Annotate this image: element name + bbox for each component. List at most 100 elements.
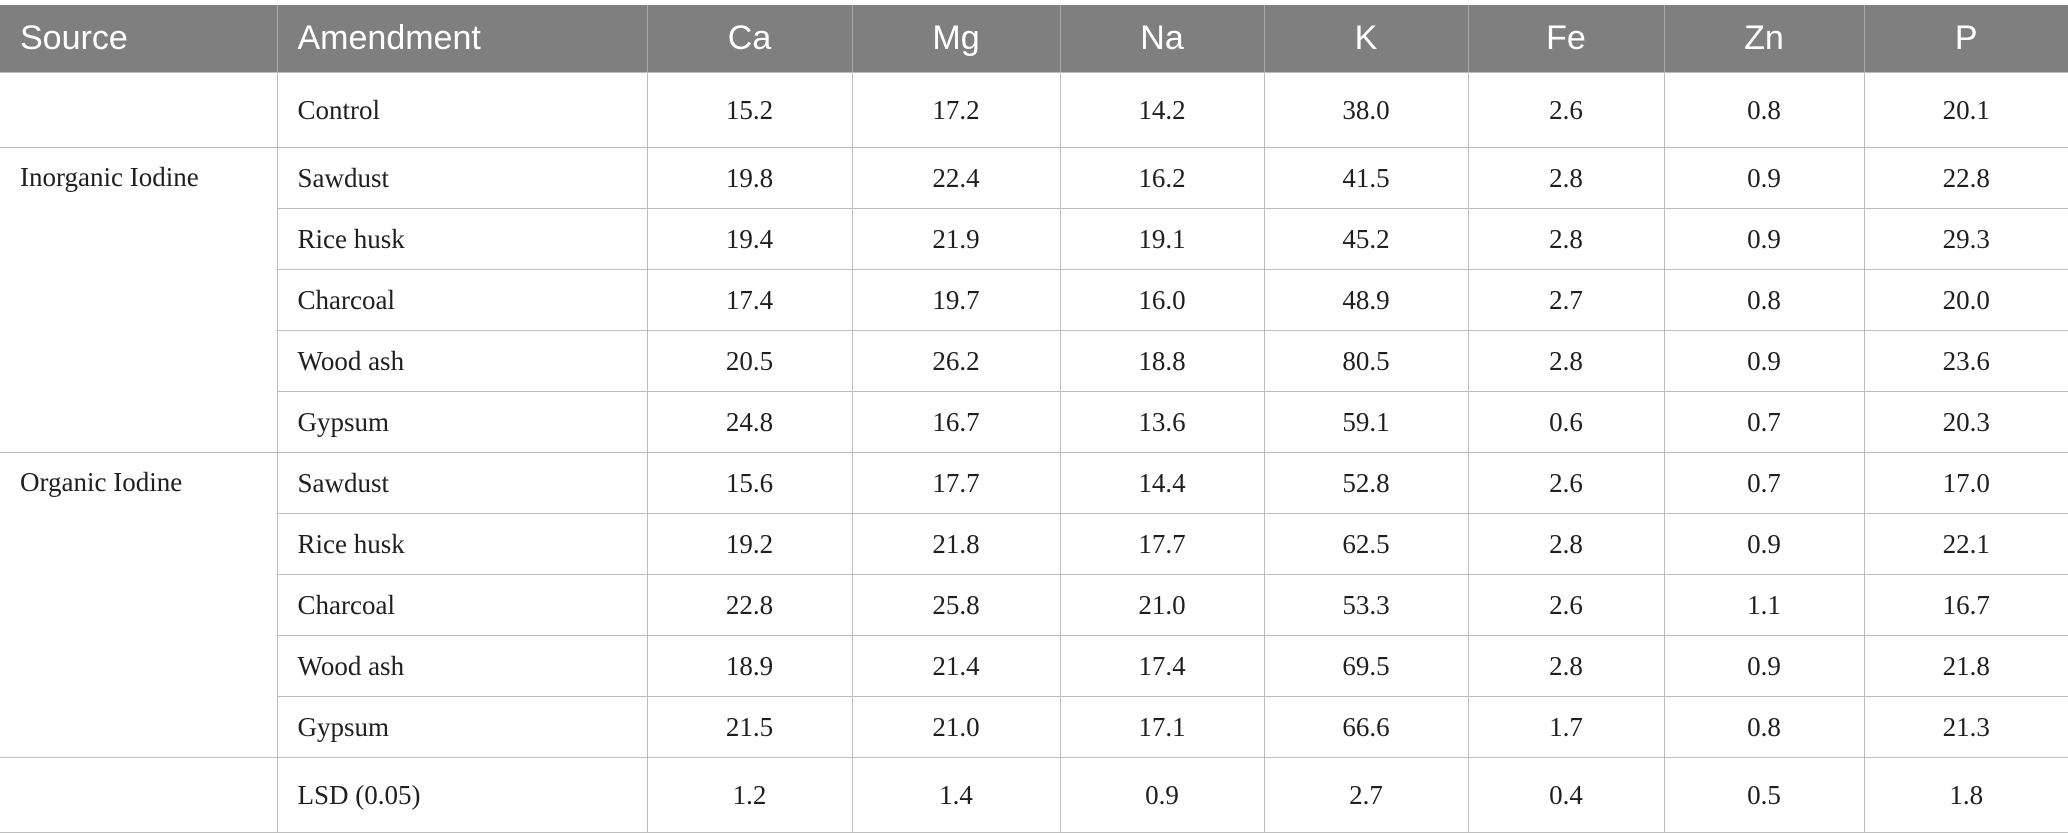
source-cell [0,757,278,833]
table-row: Organic Iodine Sawdust 15.6 17.7 14.4 52.8 2.6… [0,452,2068,758]
value-cell: 22.8 [1864,147,2068,209]
value-cell: 20.0 [1864,269,2068,331]
value-cell: 2.8 [1468,147,1665,209]
value-cell: 2.7 [1264,757,1469,833]
value-cell: 21.0 [1060,574,1265,636]
value-cell: 0.4 [1468,757,1665,833]
value-cell: 20.3 [1864,391,2068,453]
header-p: P [1864,5,2068,73]
table-row: Gypsum 24.8 16.7 13.6 59.1 0.6 0.7 20.3 [0,391,2068,453]
value-cell: 21.8 [852,513,1061,575]
value-cell: 18.8 [1060,330,1265,392]
amendment-cell: Wood ash [277,330,648,392]
amendment-cell: Rice husk [277,513,648,575]
value-cell: 1.7 [1468,696,1665,758]
value-cell: 1.8 [1864,757,2068,833]
table-row: Rice husk 19.2 21.8 17.7 62.5 2.8 0.9 22.1 [0,513,2068,575]
header-source: Source [0,5,278,73]
value-cell: 19.1 [1060,208,1265,270]
value-cell: 2.6 [1468,72,1665,148]
table-row: LSD (0.05) 1.2 1.4 0.9 2.7 0.4 0.5 1.8 [0,757,2068,833]
value-cell: 21.4 [852,635,1061,697]
value-cell: 59.1 [1264,391,1469,453]
value-cell: 25.8 [852,574,1061,636]
value-cell: 2.8 [1468,513,1665,575]
value-cell: 21.0 [852,696,1061,758]
value-cell: 2.6 [1468,574,1665,636]
value-cell: 2.6 [1468,452,1665,514]
value-cell: 21.9 [852,208,1061,270]
value-cell: 0.9 [1664,208,1865,270]
nutrient-table: Source Amendment Ca Mg Na K Fe Zn P Cont… [0,5,2068,833]
value-cell: 2.8 [1468,330,1665,392]
amendment-cell: Charcoal [277,269,648,331]
value-cell: 0.8 [1664,269,1865,331]
value-cell: 17.0 [1864,452,2068,514]
value-cell: 22.8 [647,574,853,636]
value-cell: 19.4 [647,208,853,270]
header-amendment: Amendment [277,5,648,73]
value-cell: 80.5 [1264,330,1469,392]
amendment-cell: Sawdust [277,147,648,209]
value-cell: 0.6 [1468,391,1665,453]
source-cell: Inorganic Iodine [0,147,278,453]
value-cell: 17.1 [1060,696,1265,758]
value-cell: 1.1 [1664,574,1865,636]
value-cell: 52.8 [1264,452,1469,514]
table-row: Charcoal 22.8 25.8 21.0 53.3 2.6 1.1 16.7 [0,574,2068,636]
amendment-cell: Gypsum [277,391,648,453]
value-cell: 18.9 [647,635,853,697]
value-cell: 16.7 [1864,574,2068,636]
value-cell: 24.8 [647,391,853,453]
value-cell: 22.1 [1864,513,2068,575]
value-cell: 2.7 [1468,269,1665,331]
value-cell: 0.9 [1664,330,1865,392]
value-cell: 16.7 [852,391,1061,453]
value-cell: 0.5 [1664,757,1865,833]
header-fe: Fe [1468,5,1665,73]
source-cell [0,72,278,148]
value-cell: 0.9 [1664,147,1865,209]
table-row: Gypsum 21.5 21.0 17.1 66.6 1.7 0.8 21.3 [0,696,2068,758]
table-row: Inorganic Iodine Sawdust 19.8 22.4 16.2 41.5 2… [0,147,2068,453]
amendment-cell: Control [277,72,648,148]
value-cell: 16.0 [1060,269,1265,331]
value-cell: 26.2 [852,330,1061,392]
amendment-cell: Wood ash [277,635,648,697]
table-row: Control 15.2 17.2 14.2 38.0 2.6 0.8 20.1 [0,72,2068,148]
value-cell: 19.7 [852,269,1061,331]
value-cell: 0.8 [1664,72,1865,148]
value-cell: 38.0 [1264,72,1469,148]
value-cell: 48.9 [1264,269,1469,331]
value-cell: 41.5 [1264,147,1469,209]
header-row: Source Amendment Ca Mg Na K Fe Zn P [0,5,2068,73]
value-cell: 23.6 [1864,330,2068,392]
header-zn: Zn [1664,5,1865,73]
table-header: Source Amendment Ca Mg Na K Fe Zn P [0,5,2068,73]
value-cell: 62.5 [1264,513,1469,575]
value-cell: 0.7 [1664,391,1865,453]
value-cell: 17.7 [1060,513,1265,575]
value-cell: 2.8 [1468,208,1665,270]
header-ca: Ca [647,5,853,73]
table-row: Charcoal 17.4 19.7 16.0 48.9 2.7 0.8 20.0 [0,269,2068,331]
amendment-cell: Rice husk [277,208,648,270]
header-na: Na [1060,5,1265,73]
value-cell: 53.3 [1264,574,1469,636]
header-mg: Mg [852,5,1061,73]
value-cell: 1.2 [647,757,853,833]
value-cell: 17.4 [647,269,853,331]
value-cell: 13.6 [1060,391,1265,453]
amendment-cell: Charcoal [277,574,648,636]
value-cell: 17.7 [852,452,1061,514]
value-cell: 45.2 [1264,208,1469,270]
value-cell: 2.8 [1468,635,1665,697]
value-cell: 19.8 [647,147,853,209]
value-cell: 14.2 [1060,72,1265,148]
value-cell: 21.5 [647,696,853,758]
value-cell: 21.8 [1864,635,2068,697]
amendment-cell: Sawdust [277,452,648,514]
value-cell: 1.4 [852,757,1061,833]
value-cell: 29.3 [1864,208,2068,270]
value-cell: 15.6 [647,452,853,514]
